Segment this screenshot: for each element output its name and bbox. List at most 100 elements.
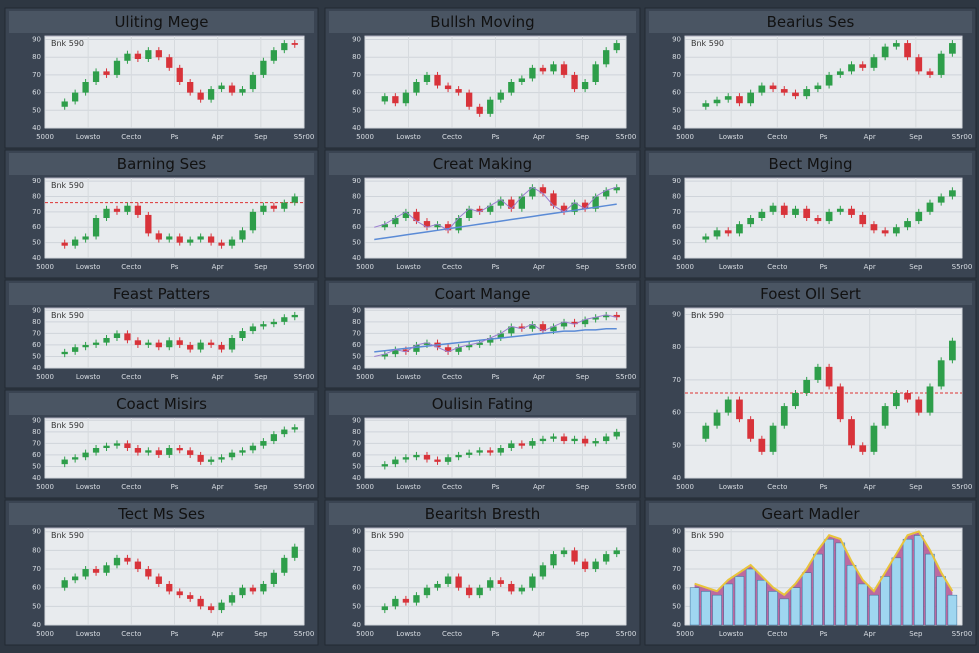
title-bar <box>329 153 636 175</box>
candle <box>124 333 131 341</box>
x-tick-label: S5r00 <box>952 630 973 638</box>
y-tick-label: 80 <box>352 318 361 326</box>
y-tick-label: 80 <box>352 192 361 200</box>
x-tick-label: 5000 <box>36 263 54 271</box>
x-tick-label: Apr <box>533 483 545 491</box>
panel: Bullsh Moving 40 50 60 70 80 90 5000 Lowsto Cecto… <box>324 7 641 149</box>
candle <box>803 89 811 97</box>
candle <box>497 333 504 338</box>
candle <box>581 561 589 570</box>
candle <box>780 406 788 426</box>
candle <box>613 314 620 318</box>
candle <box>613 187 620 191</box>
panel-title: Bect Mging <box>768 155 852 173</box>
outline <box>694 530 954 597</box>
candle <box>187 450 194 455</box>
candle <box>455 218 462 231</box>
price-line <box>374 186 617 231</box>
candle <box>476 106 483 114</box>
candle <box>814 366 822 380</box>
panel-title: Uliting Mege <box>114 13 208 31</box>
candle <box>218 242 225 246</box>
candle <box>260 205 267 212</box>
y-tick-label: 90 <box>32 306 41 314</box>
candle <box>423 342 431 345</box>
candle <box>603 190 610 197</box>
candle <box>381 354 388 357</box>
chart-subtitle: Bnk 590 <box>51 311 84 320</box>
candle <box>72 92 79 102</box>
y-tick-label: 90 <box>32 36 41 44</box>
panel-title: Barning Ses <box>117 155 207 173</box>
x-tick-label: Cecto <box>442 373 462 381</box>
y-tick-label: 80 <box>32 318 41 326</box>
x-tick-label: Ps <box>820 263 828 271</box>
candle <box>465 587 473 596</box>
candle <box>444 457 452 462</box>
y-tick-label: 60 <box>32 584 41 592</box>
candle <box>176 591 183 596</box>
candle <box>413 211 420 222</box>
title-bar <box>649 503 972 525</box>
candle <box>747 92 755 104</box>
x-tick-label: Sep <box>254 483 268 491</box>
candle <box>187 595 194 599</box>
candle <box>444 347 452 352</box>
candle <box>803 379 811 393</box>
candle <box>769 205 777 212</box>
y-tick-label: 40 <box>352 124 361 132</box>
y-tick-label: 70 <box>352 329 361 337</box>
y-tick-label: 40 <box>672 124 681 132</box>
y-tick-label: 40 <box>352 474 361 482</box>
trend-line <box>374 328 617 353</box>
x-tick-label: Apr <box>864 483 876 491</box>
candle <box>218 344 225 350</box>
x-tick-label: Sep <box>576 373 590 381</box>
candle <box>260 583 267 592</box>
candle <box>207 89 215 100</box>
candle <box>444 85 452 90</box>
candle <box>155 342 162 348</box>
y-tick-label: 80 <box>32 53 41 61</box>
candle <box>249 326 257 332</box>
y-tick-label: 90 <box>32 177 41 185</box>
x-tick-label: Sep <box>576 133 590 141</box>
x-tick-label: Apr <box>864 263 876 271</box>
candle <box>197 236 204 240</box>
candle <box>702 103 710 107</box>
x-tick-label: Cecto <box>121 630 141 638</box>
candle <box>758 85 766 93</box>
panel-title: Oulisin Fating <box>432 395 533 413</box>
candle <box>926 202 934 212</box>
candle <box>166 236 173 240</box>
candle <box>792 393 799 407</box>
y-tick-label: 90 <box>352 416 361 424</box>
candle <box>134 53 142 59</box>
x-tick-label: Ps <box>492 373 500 381</box>
candle <box>571 321 578 325</box>
candle <box>518 196 526 209</box>
x-tick-label: Apr <box>212 630 224 638</box>
candle <box>904 393 911 400</box>
candle <box>581 82 589 90</box>
title-bar <box>649 11 972 33</box>
candle <box>402 211 410 218</box>
y-tick-label: 80 <box>352 428 361 436</box>
x-tick-label: S5r00 <box>952 263 973 271</box>
candle <box>539 67 547 72</box>
price-line <box>374 314 617 357</box>
candle <box>402 598 410 603</box>
x-tick-label: Apr <box>212 483 224 491</box>
candle <box>281 557 288 573</box>
candle <box>870 425 878 452</box>
candle <box>381 96 388 102</box>
candle <box>592 317 599 320</box>
candle <box>249 445 257 451</box>
candle <box>487 580 494 588</box>
candle <box>270 321 277 325</box>
candle <box>82 452 89 458</box>
candle <box>550 326 557 332</box>
candle <box>381 464 388 467</box>
x-tick-label: 5000 <box>356 373 374 381</box>
title-bar <box>9 283 314 305</box>
